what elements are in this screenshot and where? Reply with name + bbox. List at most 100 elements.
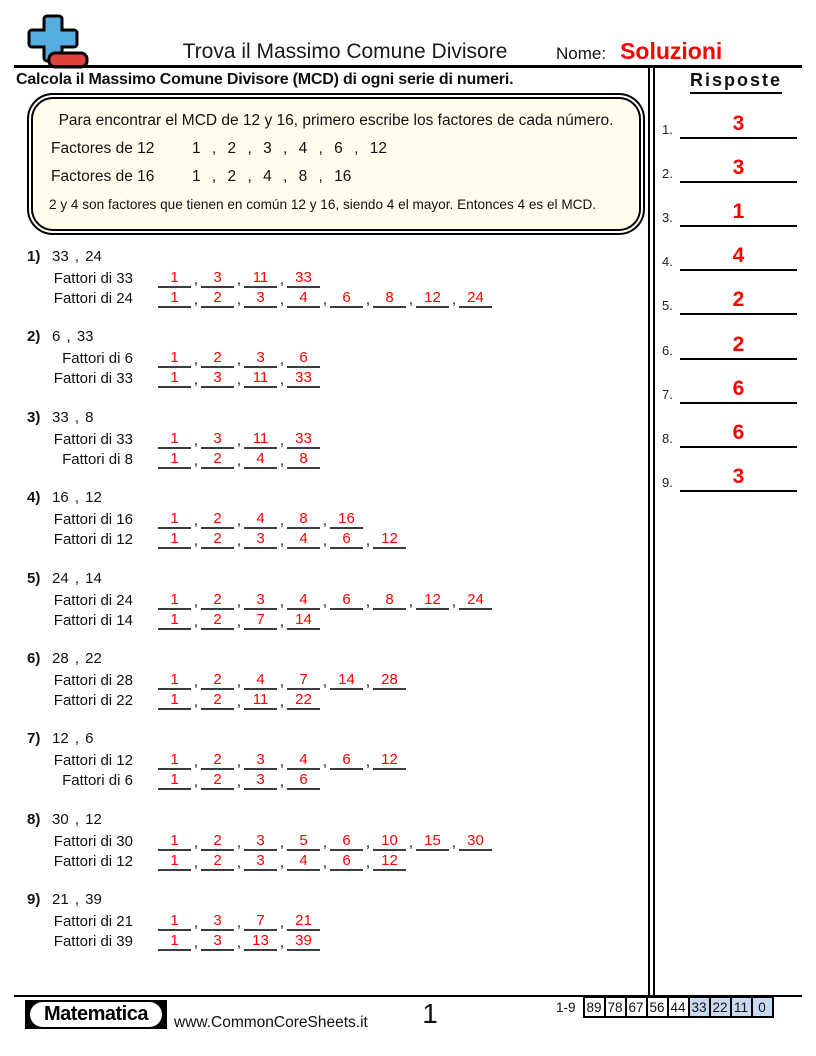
score-cell: 56 xyxy=(645,996,669,1018)
factor-comma: , xyxy=(365,834,371,851)
factor-blank: 2 xyxy=(201,671,234,690)
factor-comma: , xyxy=(451,834,457,851)
factor-value: 3 xyxy=(213,369,222,386)
factor-comma: , xyxy=(193,693,199,710)
factor-comma: , xyxy=(193,271,199,288)
score-cell: 33 xyxy=(687,996,711,1018)
example-conclusion: 2 y 4 son factores que tienen en común 1… xyxy=(49,197,597,212)
factor-value: 14 xyxy=(338,671,355,688)
score-cell: 89 xyxy=(582,996,606,1018)
factor-value: 3 xyxy=(213,912,222,929)
factor-row-label: Fattori di 30 xyxy=(53,833,133,850)
factor-row-label: Fattori di 22 xyxy=(53,692,133,709)
factor-blanks: 1, 2, 3, 4, 6, 12 xyxy=(158,852,406,871)
factor-row-label: Fattori di 39 xyxy=(53,933,133,950)
factor-value: 2 xyxy=(213,691,222,708)
factor-blank: 7 xyxy=(244,912,277,931)
factor-blanks: 1, 2, 3, 6 xyxy=(158,349,320,368)
example-row-values: 1 , 2 , 3 , 4 , 6 , 12 xyxy=(192,140,387,157)
factor-value: 1 xyxy=(170,691,179,708)
factor-comma: , xyxy=(236,432,242,449)
factor-value: 2 xyxy=(213,349,222,366)
factor-row-label: Fattori di 8 xyxy=(62,451,133,468)
example-row-label: Factores de 16 xyxy=(51,168,155,185)
factor-blank: 3 xyxy=(244,530,277,549)
factor-value: 8 xyxy=(299,510,308,527)
factor-value: 16 xyxy=(338,510,355,527)
factor-blank: 1 xyxy=(158,369,191,388)
website-url: www.CommonCoreSheets.it xyxy=(174,1014,368,1031)
factor-value: 1 xyxy=(170,611,179,628)
answer-item: 9. 3 xyxy=(660,462,800,492)
factor-row: Fattori di 6 1, 2, 3, 6 xyxy=(27,770,627,790)
factor-row-label: Fattori di 16 xyxy=(53,511,133,528)
factor-blanks: 1, 2, 4, 7, 14, 28 xyxy=(158,671,406,690)
answer-value: 2 xyxy=(732,333,745,356)
factor-blanks: 1, 3, 7, 21 xyxy=(158,912,320,931)
factor-row-label: Fattori di 6 xyxy=(62,772,133,789)
factor-value: 1 xyxy=(170,450,179,467)
factor-blank: 11 xyxy=(244,269,277,288)
factor-value: 11 xyxy=(252,691,269,708)
factor-blank: 4 xyxy=(287,530,320,549)
factor-value: 2 xyxy=(213,771,222,788)
example-row-label: Factores de 12 xyxy=(51,140,155,157)
factor-value: 3 xyxy=(256,832,265,849)
answer-number: 6. xyxy=(662,343,673,358)
factor-value: 2 xyxy=(213,530,222,547)
factor-row-label: Fattori di 33 xyxy=(53,270,133,287)
factor-row: Fattori di 8 1, 2, 4, 8 xyxy=(27,449,627,469)
footer-divider xyxy=(14,995,802,997)
factor-blank: 1 xyxy=(158,349,191,368)
factor-blank: 2 xyxy=(201,510,234,529)
factor-blank: 12 xyxy=(416,289,449,308)
name-row: Nome: Soluzioni xyxy=(556,38,722,65)
problem-pair: 21 , 39 xyxy=(52,891,102,908)
factor-comma: , xyxy=(236,613,242,630)
factor-blank: 3 xyxy=(201,430,234,449)
factor-comma: , xyxy=(451,593,457,610)
factor-comma: , xyxy=(236,593,242,610)
instruction-text: Calcola il Massimo Comune Divisore (MCD)… xyxy=(16,71,514,88)
factor-value: 6 xyxy=(342,852,351,869)
factor-row: Fattori di 39 1, 3, 13, 39 xyxy=(27,931,627,951)
factor-comma: , xyxy=(279,914,285,931)
page-number: 1 xyxy=(422,998,438,1029)
problem: 1) 33 , 24 Fattori di 33 1, 3, 11, 33 Fattori d… xyxy=(27,248,627,308)
answer-number: 9. xyxy=(662,475,673,490)
factor-blank: 2 xyxy=(201,349,234,368)
factor-value: 4 xyxy=(256,510,265,527)
factor-value: 2 xyxy=(213,289,222,306)
factor-blank: 4 xyxy=(287,591,320,610)
factor-blank: 6 xyxy=(330,591,363,610)
score-cell: 44 xyxy=(666,996,690,1018)
factor-value: 1 xyxy=(170,832,179,849)
factor-value: 33 xyxy=(295,369,312,386)
factor-blank: 3 xyxy=(244,349,277,368)
factor-blank: 4 xyxy=(244,450,277,469)
factor-value: 24 xyxy=(467,289,484,306)
score-cell: 22 xyxy=(708,996,732,1018)
factor-blanks: 1, 2, 11, 22 xyxy=(158,691,320,710)
factor-comma: , xyxy=(193,934,199,951)
factor-blank: 39 xyxy=(287,932,320,951)
problem-pair: 12 , 6 xyxy=(52,730,94,747)
factor-blanks: 1, 2, 4, 8, 16 xyxy=(158,510,363,529)
factor-value: 7 xyxy=(299,671,308,688)
factor-value: 1 xyxy=(170,932,179,949)
factor-value: 33 xyxy=(295,430,312,447)
answer-item: 4. 4 xyxy=(660,241,800,271)
factor-comma: , xyxy=(279,854,285,871)
factor-blank: 3 xyxy=(244,832,277,851)
factor-blank: 3 xyxy=(201,369,234,388)
problem-number: 4) xyxy=(27,489,41,506)
factor-comma: , xyxy=(322,834,328,851)
answer-line: 2 xyxy=(680,287,797,315)
score-cell: 78 xyxy=(603,996,627,1018)
factor-blanks: 1, 2, 3, 6 xyxy=(158,771,320,790)
factor-blank: 1 xyxy=(158,751,191,770)
factor-row-label: Fattori di 24 xyxy=(53,290,133,307)
problem: 3) 33 , 8 Fattori di 33 1, 3, 11, 33 Fattori di… xyxy=(27,409,627,469)
factor-comma: , xyxy=(236,291,242,308)
example-row: Factores de 16 1 , 2 , 4 , 8 , 16 xyxy=(51,168,639,186)
